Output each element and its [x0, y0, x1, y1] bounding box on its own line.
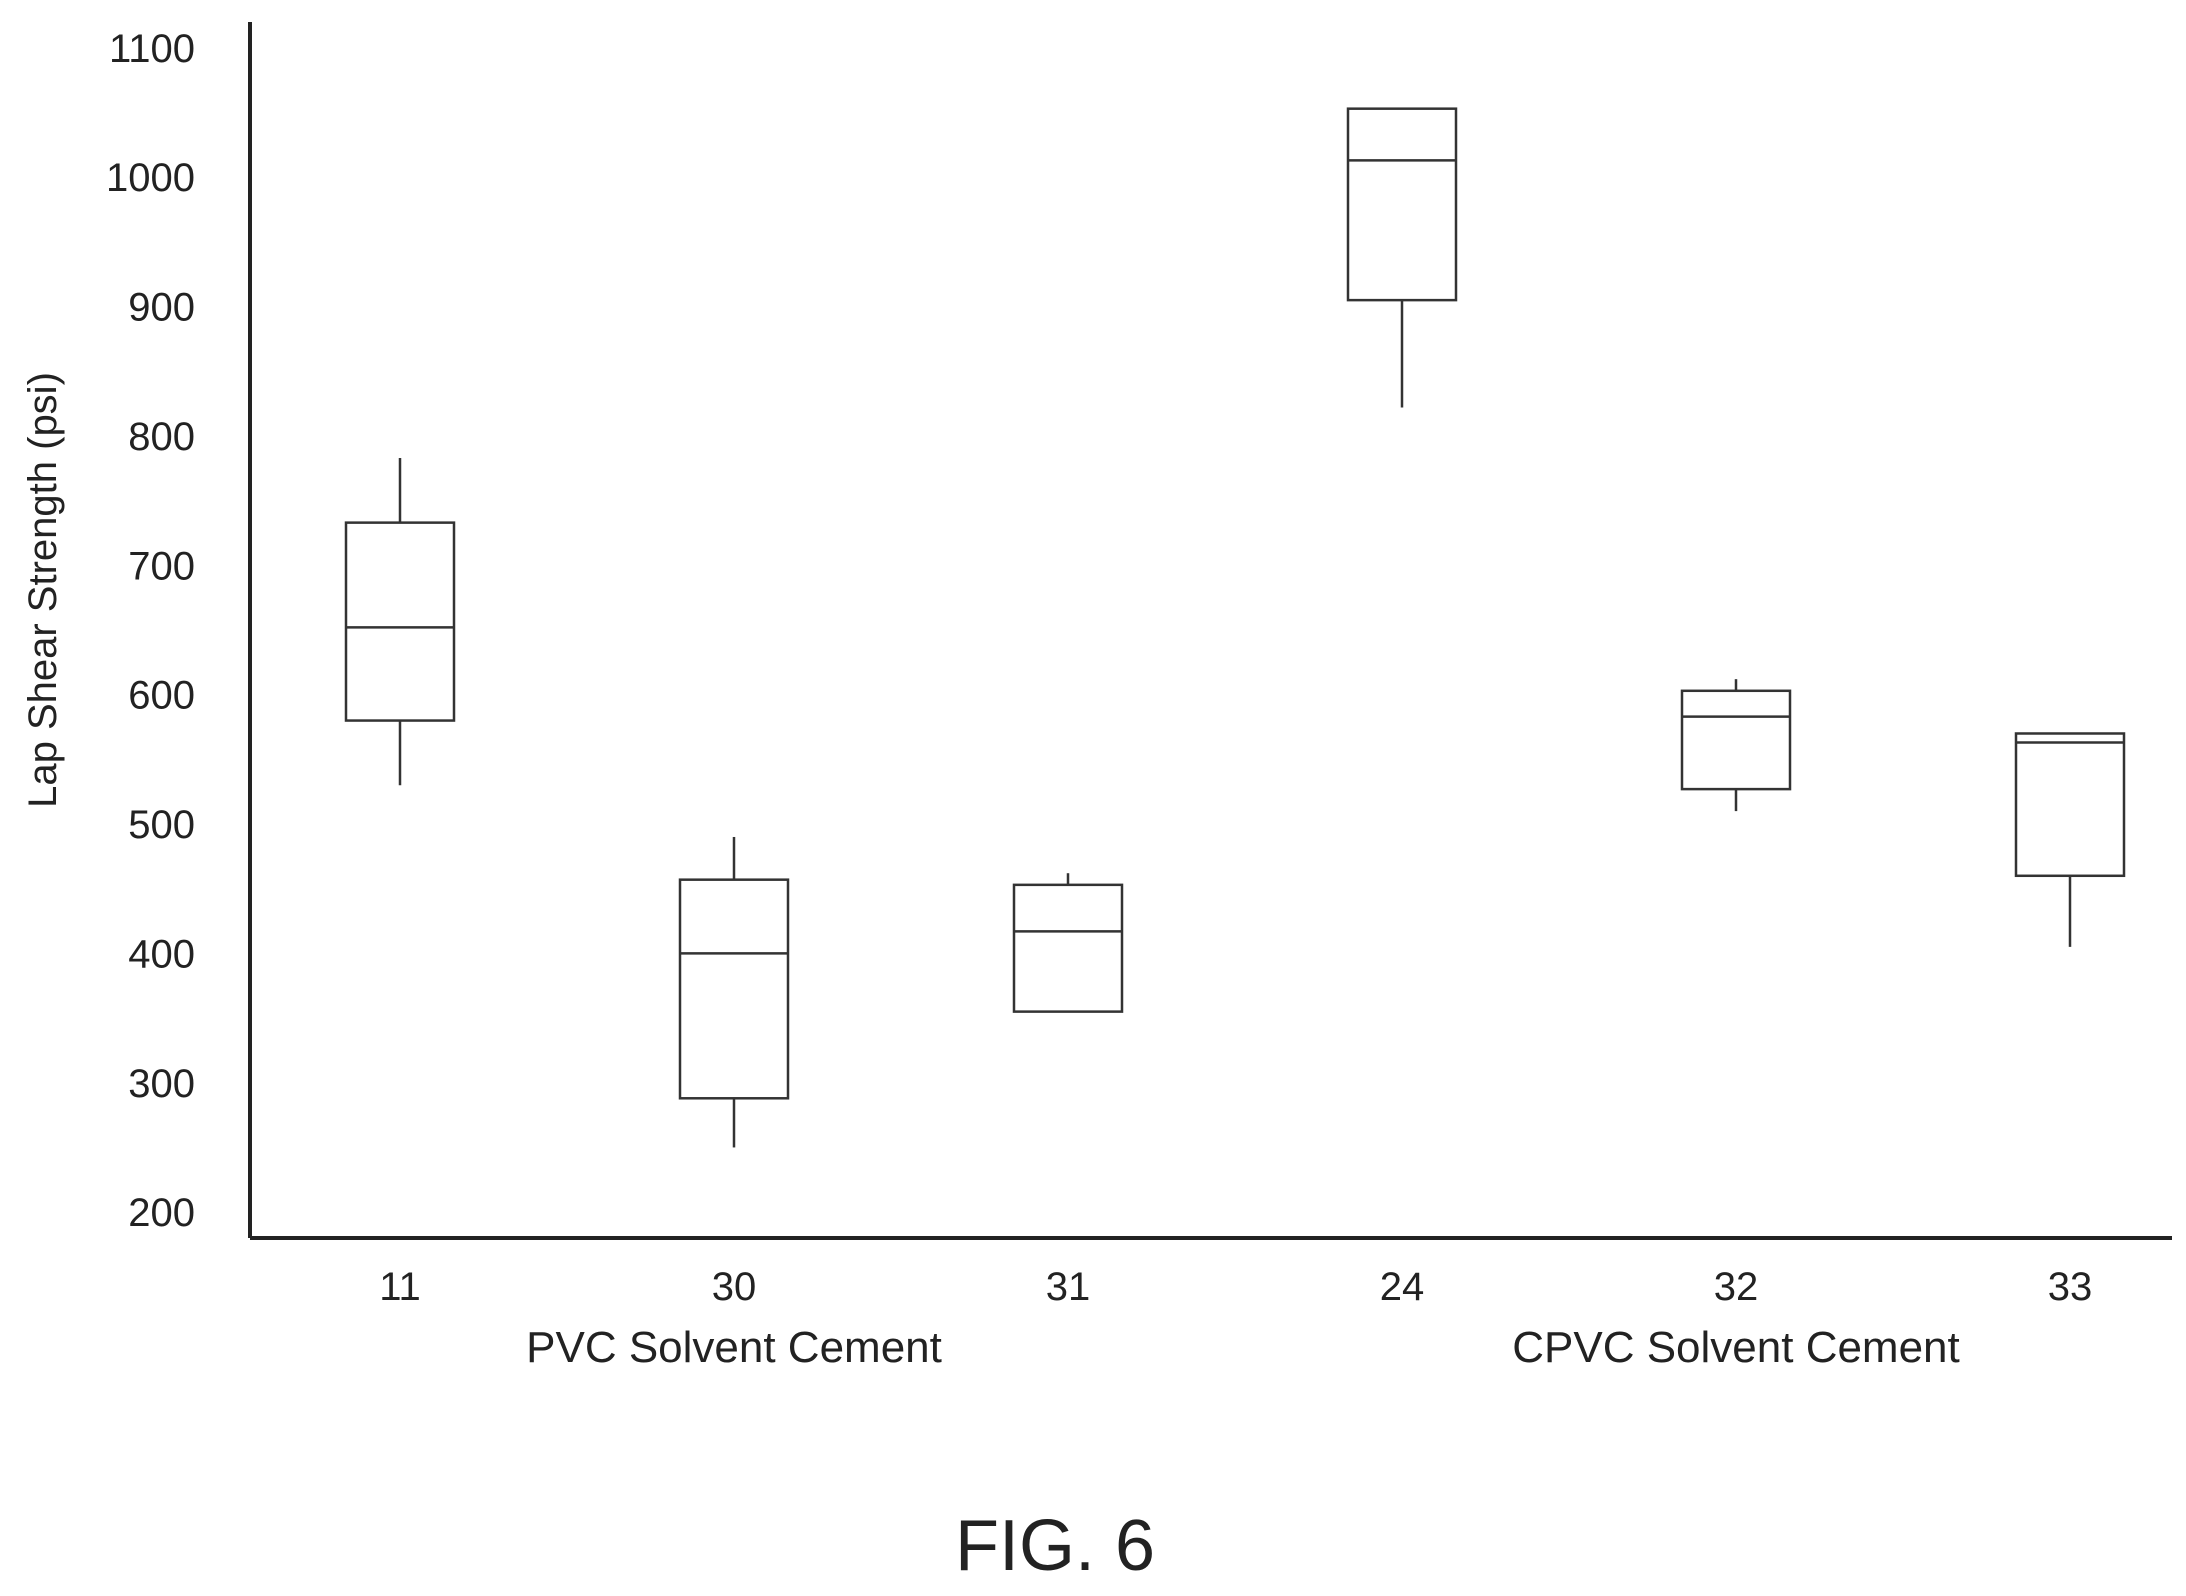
x-tick-label: 33	[2048, 1265, 2093, 1309]
x-group-label: CPVC Solvent Cement	[1512, 1323, 1960, 1372]
x-tick-label: 31	[1046, 1265, 1091, 1309]
y-tick-label: 400	[128, 932, 195, 976]
y-tick-label: 1100	[109, 27, 195, 71]
iqr-box	[1346, 107, 1458, 302]
box-series	[344, 107, 2126, 1148]
box-33	[2014, 732, 2126, 947]
x-tick-label: 24	[1380, 1265, 1425, 1309]
iqr-box	[2014, 732, 2126, 878]
iqr-box	[1680, 689, 1792, 791]
y-axis-title: Lap Shear Strength (psi)	[21, 372, 65, 808]
x-tick-label: 30	[712, 1265, 757, 1309]
box-30	[678, 836, 790, 1148]
figure-caption: FIG. 6	[955, 1506, 1155, 1586]
y-tick-label: 600	[128, 674, 195, 718]
x-category-labels: 11 30 31 24 32 33	[379, 1265, 2092, 1309]
x-group-label: PVC Solvent Cement	[526, 1323, 942, 1372]
box-11	[344, 457, 456, 786]
y-tick-label: 1000	[106, 156, 195, 200]
x-tick-label: 32	[1714, 1265, 1759, 1309]
x-group-labels: PVC Solvent Cement CPVC Solvent Cement	[526, 1323, 1960, 1372]
y-tick-label: 200	[128, 1191, 195, 1235]
x-tick-label: 11	[379, 1265, 421, 1309]
y-tick-label: 500	[128, 803, 195, 847]
iqr-box	[678, 878, 790, 1100]
y-tick-labels: 200 300 400 500 600 700 800 900 1000 1100	[106, 27, 195, 1235]
axes	[248, 22, 2172, 1240]
iqr-box	[344, 521, 456, 722]
y-tick-label: 800	[128, 415, 195, 459]
box-31	[1012, 873, 1124, 1013]
box-32	[1680, 679, 1792, 812]
y-tick-label: 700	[128, 544, 195, 588]
y-tick-label: 900	[128, 286, 195, 330]
y-tick-label: 300	[128, 1062, 195, 1106]
iqr-box	[1012, 883, 1124, 1013]
box-24	[1346, 107, 1458, 408]
